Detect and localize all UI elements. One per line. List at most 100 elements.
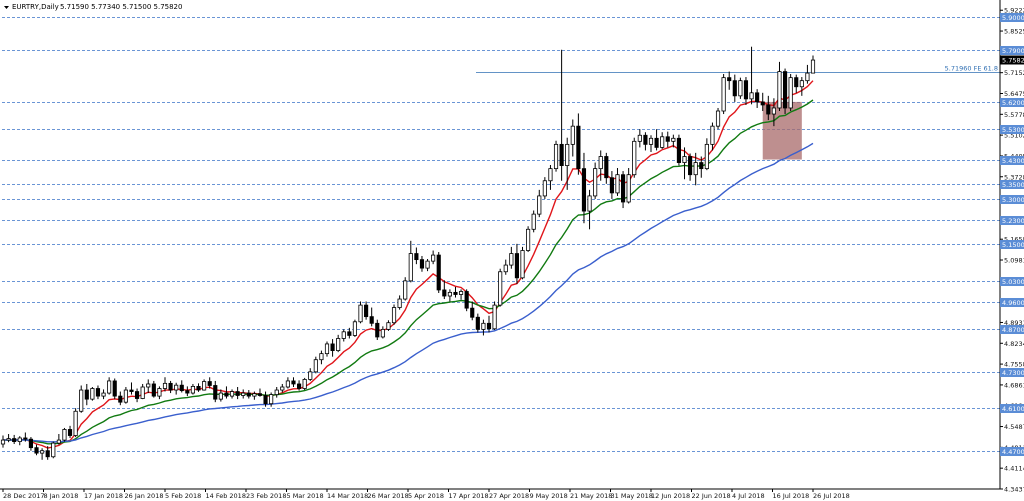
- y-tick-label: 4.68610: [1004, 381, 1024, 389]
- candle-body: [788, 77, 793, 109]
- candle-body: [336, 338, 341, 352]
- level-label: 5.90000: [1002, 14, 1024, 22]
- level-label: 5.79000: [1002, 47, 1024, 55]
- candle-body: [397, 298, 402, 308]
- x-tick-label: 23 Feb 2018: [246, 492, 286, 500]
- candle-body: [470, 307, 475, 318]
- symbol-menu-icon[interactable]: [4, 6, 9, 9]
- candle-body: [319, 353, 324, 361]
- level-label: 5.03000: [1002, 278, 1024, 286]
- candle-body: [79, 389, 84, 412]
- level-label: 5.30000: [1002, 196, 1024, 204]
- candle-body: [570, 125, 575, 145]
- candle-body: [749, 92, 754, 100]
- candle-body: [107, 380, 112, 394]
- candle-body: [593, 168, 598, 197]
- fib-level-label: 5.71960 FE 61.8: [945, 65, 998, 73]
- candles-layer: [0, 46, 816, 460]
- candle-body: [0, 439, 6, 445]
- x-tick-label: 5 Mar 2018: [287, 492, 324, 500]
- candle-body: [185, 390, 190, 394]
- candle-body: [330, 343, 335, 352]
- candle-body: [40, 450, 45, 454]
- candle-body: [732, 80, 737, 97]
- candle-body: [263, 395, 268, 405]
- candle-body: [90, 388, 95, 400]
- candle-body: [464, 291, 469, 309]
- candle-body: [229, 391, 235, 397]
- candle-body: [56, 439, 61, 444]
- candle-body: [486, 322, 492, 330]
- candle-body: [51, 442, 56, 458]
- candle-body: [710, 125, 715, 145]
- y-tick-label: 5.92225: [1004, 7, 1024, 15]
- candle-body: [431, 254, 436, 262]
- candle-body: [604, 156, 609, 179]
- candle-body: [347, 331, 352, 336]
- levels-layer: [2, 17, 1000, 452]
- x-tick-label: 14 Feb 2018: [206, 492, 246, 500]
- candle-body: [414, 253, 419, 261]
- candle-body: [654, 137, 659, 148]
- candle-body: [246, 392, 251, 397]
- level-label: 4.47000: [1002, 448, 1024, 456]
- y-tick-label: 5.64755: [1004, 90, 1024, 98]
- candle-body: [257, 393, 263, 396]
- x-tick-label: 26 Mar 2018: [368, 492, 409, 500]
- candle-body: [112, 380, 117, 397]
- x-tick-label: 5 Feb 2018: [165, 492, 201, 500]
- candle-body: [520, 250, 525, 279]
- level-label: 5.53000: [1002, 126, 1024, 134]
- candle-body: [95, 388, 101, 397]
- candle-body: [514, 253, 520, 279]
- y-tick-label: 5.37285: [1004, 173, 1024, 181]
- candle-body: [425, 260, 430, 269]
- candle-body: [777, 71, 782, 109]
- candle-body: [637, 134, 642, 142]
- candle-body: [313, 359, 318, 373]
- candle-body: [202, 381, 207, 391]
- candle-body: [481, 322, 486, 330]
- x-tick-label: 26 Jul 2018: [813, 492, 850, 500]
- candle-body: [682, 156, 687, 163]
- x-tick-label: 27 Apr 2018: [489, 492, 529, 500]
- level-label-bg: [1000, 298, 1024, 307]
- candle-body: [531, 213, 536, 230]
- candle-body: [475, 316, 480, 330]
- candle-body: [235, 391, 240, 396]
- level-label-bg: [1000, 277, 1024, 286]
- candle-body: [73, 410, 78, 436]
- candle-body: [699, 162, 704, 170]
- level-label-bg: [1000, 216, 1024, 225]
- candle-body: [715, 110, 721, 127]
- x-tick-label: 26 Jan 2018: [125, 492, 164, 500]
- candle-body: [386, 322, 391, 330]
- level-label-bg: [1000, 180, 1024, 189]
- level-label: 5.43000: [1002, 157, 1024, 165]
- candle-body: [146, 383, 151, 388]
- y-tick-label: 4.34375: [1004, 485, 1024, 493]
- y-tick-label: 5.85255: [1004, 28, 1024, 36]
- candle-body: [458, 291, 464, 295]
- candle-body: [526, 228, 531, 251]
- level-label-bg: [1000, 125, 1024, 134]
- candle-body: [168, 382, 173, 391]
- candle-body: [157, 388, 162, 397]
- candle-body: [302, 379, 307, 389]
- candle-body: [190, 385, 196, 394]
- candle-body: [498, 271, 503, 306]
- candle-body: [609, 177, 614, 194]
- candle-body: [559, 143, 564, 166]
- x-tick-label: 8 Jan 2018: [44, 492, 79, 500]
- candle-body: [620, 174, 626, 203]
- x-tick-label: 17 Jan 2018: [84, 492, 123, 500]
- candle-body: [648, 137, 654, 145]
- y-tick-label: 5.71520: [1004, 69, 1024, 77]
- candle-body: [771, 107, 776, 115]
- candle-body: [665, 136, 670, 142]
- level-labels: 5.90000 5.79000 5.62000 5.53000 5.43000 5.350…: [945, 13, 1024, 456]
- candle-body: [291, 380, 296, 385]
- x-tick-label: 12 Jun 2018: [651, 492, 690, 500]
